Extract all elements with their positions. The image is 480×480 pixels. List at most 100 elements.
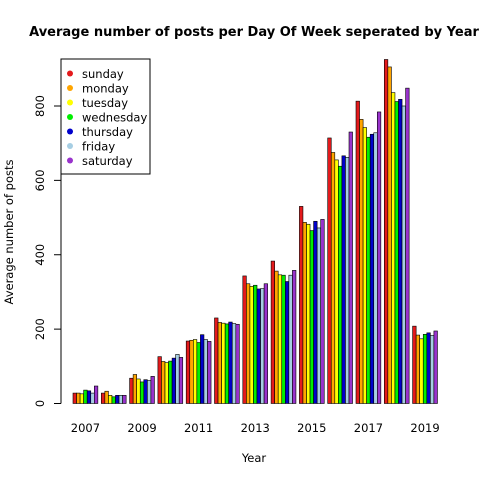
legend-item-saturday: saturday (67, 154, 133, 168)
bar-friday-2010 (175, 354, 180, 404)
legend-item-thursday: thursday (67, 125, 133, 139)
bars (72, 59, 438, 404)
bar-tuesday-2017 (362, 127, 367, 404)
bar-friday-2013 (260, 288, 265, 404)
bar-thursday-2019 (426, 332, 431, 404)
bar-friday-2014 (288, 274, 293, 404)
bar-thursday-2013 (256, 288, 261, 404)
bar-group-2014 (270, 260, 297, 404)
legend-item-tuesday: tuesday (67, 96, 128, 110)
bar-thursday-2018 (398, 98, 403, 404)
bar-tuesday-2015 (306, 223, 311, 404)
bar-thursday-2015 (313, 220, 318, 404)
bar-thursday-2012 (228, 321, 233, 404)
legend-swatch (67, 143, 73, 149)
bar-monday-2008 (104, 390, 109, 404)
bar-monday-2015 (302, 222, 307, 404)
x-tick-label: 2007 (71, 421, 100, 435)
bar-group-2009 (129, 374, 155, 404)
x-tick-label: 2013 (241, 421, 270, 435)
legend-label: monday (82, 82, 129, 96)
bar-sunday-2019 (412, 325, 417, 404)
bar-saturday-2008 (122, 395, 127, 404)
legend: sundaymondaytuesdaywednesdaythursdayfrid… (60, 58, 151, 175)
bar-saturday-2018 (405, 87, 410, 404)
legend-item-monday: monday (67, 82, 129, 96)
bar-sunday-2012 (214, 317, 219, 404)
bar-monday-2016 (330, 152, 336, 404)
legend-label: sunday (82, 67, 124, 81)
legend-label: wednesday (82, 111, 147, 125)
bar-tuesday-2010 (164, 362, 169, 404)
bar-friday-2008 (118, 395, 123, 404)
bar-wednesday-2015 (309, 230, 314, 404)
bar-friday-2009 (147, 380, 152, 404)
legend-swatch (67, 99, 73, 106)
bar-wednesday-2010 (168, 360, 173, 404)
bar-thursday-2008 (115, 395, 120, 404)
bar-monday-2013 (246, 283, 251, 404)
bar-tuesday-2018 (391, 92, 396, 404)
bar-monday-2019 (415, 334, 420, 404)
y-tick-label: 400 (33, 244, 47, 266)
x-tick-label: 2009 (127, 421, 156, 435)
bar-tuesday-2007 (79, 393, 84, 404)
bar-sunday-2018 (383, 59, 389, 404)
legend-swatch (67, 157, 73, 164)
x-tick-label: 2017 (354, 421, 383, 435)
bar-wednesday-2014 (281, 274, 286, 404)
bar-wednesday-2008 (111, 396, 116, 404)
legend-label: friday (82, 140, 115, 154)
bar-saturday-2012 (235, 323, 240, 404)
bar-wednesday-2017 (366, 136, 371, 404)
bar-sunday-2013 (242, 275, 247, 404)
bar-wednesday-2016 (338, 165, 343, 404)
bar-monday-2018 (387, 66, 392, 404)
bar-wednesday-2009 (139, 381, 145, 404)
bar-friday-2012 (231, 323, 237, 404)
bar-monday-2009 (132, 374, 137, 404)
bar-tuesday-2019 (419, 338, 424, 404)
bar-friday-2011 (203, 339, 208, 404)
x-axis-label: Year (241, 451, 267, 465)
bar-saturday-2017 (376, 111, 382, 404)
y-tick-label: 800 (33, 95, 47, 117)
bar-sunday-2016 (327, 137, 332, 404)
bar-friday-2017 (373, 132, 378, 404)
bar-wednesday-2011 (196, 342, 201, 404)
bar-monday-2017 (359, 119, 364, 404)
bar-sunday-2014 (270, 260, 275, 404)
bar-friday-2019 (430, 335, 435, 404)
bar-monday-2012 (217, 322, 222, 404)
bar-saturday-2014 (292, 270, 297, 404)
bar-sunday-2009 (129, 377, 134, 404)
bar-group-2019 (412, 325, 438, 404)
bar-saturday-2016 (348, 131, 353, 404)
bar-thursday-2014 (284, 281, 290, 404)
bar-wednesday-2007 (83, 389, 88, 404)
bar-thursday-2016 (341, 155, 346, 404)
bar-monday-2011 (189, 339, 194, 404)
legend-box (60, 58, 151, 175)
bar-friday-2015 (316, 227, 321, 404)
bar-group-2012 (214, 317, 240, 404)
bar-tuesday-2012 (221, 322, 226, 404)
legend-item-wednesday: wednesday (67, 111, 147, 125)
bar-saturday-2019 (433, 330, 438, 404)
bar-saturday-2007 (94, 385, 99, 404)
bar-group-2018 (383, 59, 410, 404)
bar-thursday-2009 (143, 379, 148, 404)
x-tick-label: 2015 (297, 421, 326, 435)
x-tick-label: 2011 (184, 421, 213, 435)
legend-label: tuesday (82, 96, 128, 110)
bar-saturday-2013 (263, 283, 268, 404)
bar-friday-2016 (345, 157, 350, 404)
legend-swatch (67, 128, 73, 135)
bar-wednesday-2013 (253, 284, 258, 404)
bar-monday-2007 (76, 392, 81, 404)
bar-group-2016 (327, 131, 353, 404)
bar-friday-2007 (90, 392, 95, 404)
bar-group-2008 (101, 390, 127, 404)
bar-sunday-2010 (157, 356, 162, 404)
